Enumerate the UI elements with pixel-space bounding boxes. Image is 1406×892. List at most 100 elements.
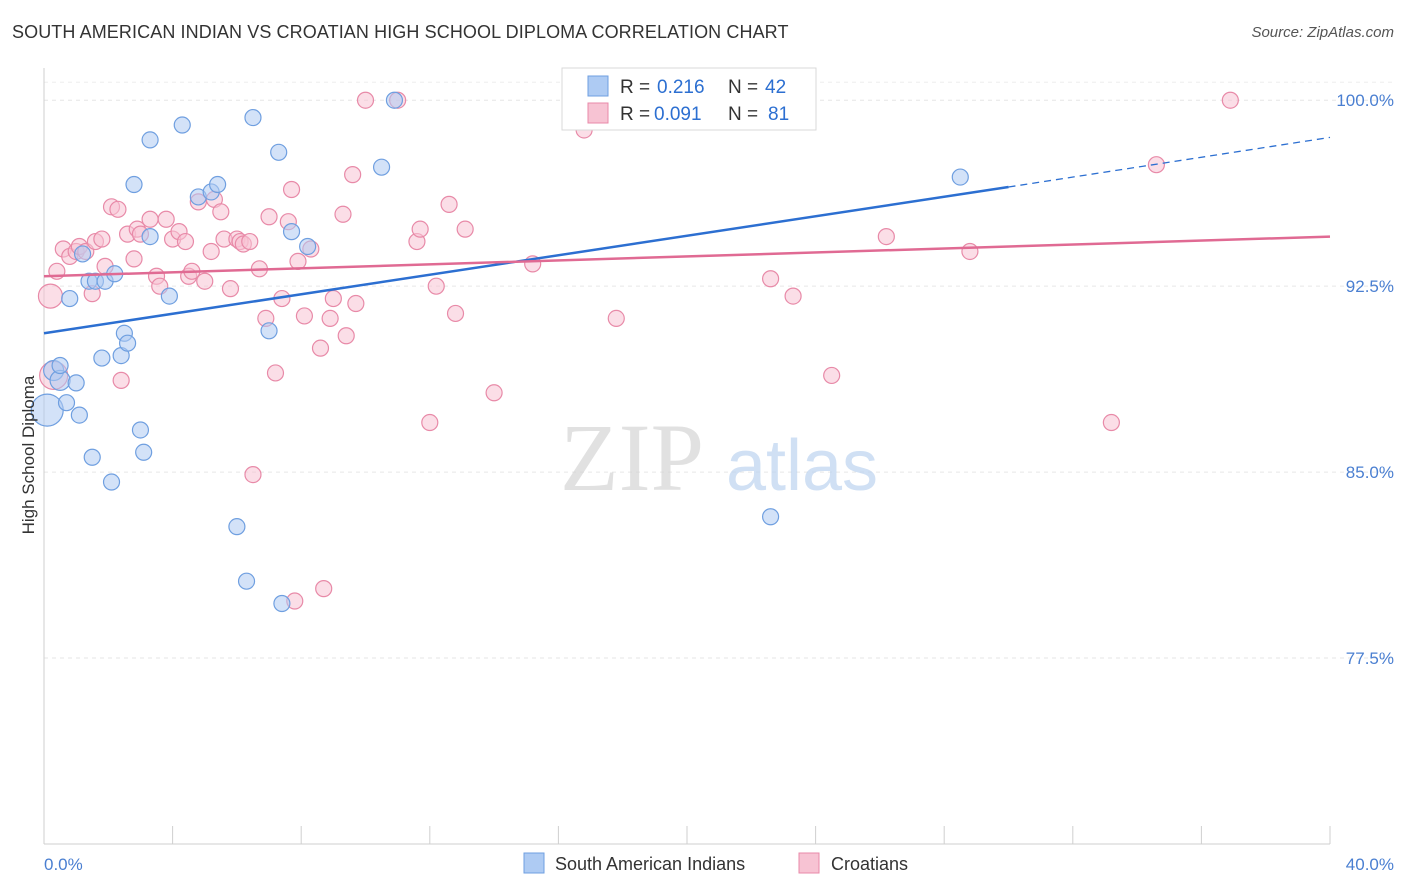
croatians-point-52 (321, 309, 339, 328)
south-american-indians-point-37 (385, 91, 404, 109)
south-american-indians-point-25 (173, 116, 191, 134)
south-american-indians-point-38 (372, 158, 391, 176)
trendline-south-american-indians-projection (1008, 136, 1331, 188)
croatians-point-64 (440, 195, 458, 213)
croatians-point-34 (221, 280, 240, 298)
croatians-point-39 (244, 465, 262, 484)
south-american-indians-point-34 (273, 594, 291, 613)
croatians-point-62 (421, 413, 439, 432)
croatians-point-54 (334, 205, 352, 223)
x-tick-label-min: 0.0% (44, 855, 83, 874)
stats-n-label-blue: N = (728, 77, 758, 98)
trendlines (43, 136, 1331, 335)
south-american-indians-point-20 (131, 421, 150, 439)
stats-legend-swatch-blue (587, 75, 609, 97)
croatians-point-42 (260, 208, 278, 226)
croatians-point-22 (157, 210, 175, 228)
croatians-point-13 (109, 200, 127, 218)
croatians-point-66 (456, 220, 474, 238)
croatians-point-0 (37, 283, 64, 309)
croatians-point-32 (212, 203, 230, 221)
croatians-point-63 (427, 277, 445, 295)
y-axis-title: High School Diploma (19, 375, 38, 534)
legend-label-south-american-indians: South American Indians (555, 854, 745, 874)
x-tick-label-max: 40.0% (1346, 855, 1394, 874)
croatians-point-58 (356, 91, 375, 109)
croatians-point-47 (289, 252, 307, 270)
stats-legend: R = 0.216 N = 42 R = 0.091 N = 81 (561, 67, 817, 131)
south-american-indians-point-32 (260, 322, 278, 340)
south-american-indians-point-41 (951, 168, 969, 186)
stats-n-label-pink: N = (728, 104, 758, 125)
croatians-point-51 (315, 580, 333, 598)
y-tick-label-1: 92.5% (1346, 277, 1394, 296)
series-legend: South American Indians Croatians (523, 852, 908, 874)
y-tick-labels: 100.0% 92.5% 85.0% 77.5% (1336, 91, 1394, 668)
croatians-point-76 (961, 242, 979, 261)
south-american-indians-point-22 (141, 131, 159, 149)
y-tick-label-3: 77.5% (1346, 649, 1394, 668)
croatians-point-14 (112, 371, 130, 389)
croatians-point-25 (176, 232, 195, 251)
south-american-indians-point-4 (57, 394, 76, 412)
south-american-indians-point-18 (118, 334, 137, 352)
croatians-point-56 (344, 166, 362, 184)
south-american-indians-point-14 (102, 473, 121, 491)
south-american-indians-point-10 (83, 448, 101, 466)
south-american-indians-point-29 (228, 518, 246, 536)
south-american-indians-point-31 (244, 108, 262, 127)
croatians-point-79 (1221, 91, 1239, 109)
south-american-indians-point-35 (282, 223, 301, 241)
croatians-point-70 (607, 309, 625, 328)
y-tick-label-2: 85.0% (1346, 463, 1394, 482)
south-american-indians-point-5 (61, 289, 79, 308)
croatians-point-53 (324, 289, 342, 308)
croatians-point-72 (761, 270, 780, 288)
chart-title: SOUTH AMERICAN INDIAN VS CROATIAN HIGH S… (12, 22, 789, 42)
croatians-point-46 (282, 180, 301, 199)
croatians-point-43 (266, 364, 285, 382)
croatians-point-61 (411, 220, 429, 238)
stats-r-label-blue: R = (620, 77, 650, 98)
croatians-points (37, 91, 1239, 610)
south-american-indians-point-23 (141, 227, 159, 246)
stats-r-label-pink: R = (620, 104, 650, 125)
south-american-indians-point-36 (299, 237, 317, 256)
stats-legend-swatch-pink (587, 102, 609, 124)
croatians-point-29 (196, 272, 214, 290)
south-american-indians-point-7 (70, 406, 88, 424)
croatians-point-30 (202, 242, 220, 261)
south-american-indians-point-30 (237, 572, 256, 590)
watermark-zip: ZIP (560, 404, 704, 511)
legend-swatch-south-american-indians (523, 852, 545, 874)
croatians-point-55 (337, 327, 355, 345)
croatians-point-67 (485, 384, 503, 402)
south-american-indians-point-6 (67, 374, 85, 392)
south-american-indians-points (30, 91, 969, 613)
y-tick-label-0: 100.0% (1336, 91, 1394, 110)
stats-n-value-pink: 81 (768, 104, 789, 125)
stats-n-value-blue: 42 (765, 77, 786, 98)
south-american-indians-point-3 (51, 356, 69, 375)
x-minor-ticks (43, 826, 1331, 844)
south-american-indians-point-19 (125, 175, 143, 194)
croatians-point-57 (347, 294, 365, 313)
croatians-point-10 (93, 230, 111, 248)
croatians-point-65 (446, 304, 465, 323)
south-american-indians-point-28 (209, 175, 227, 194)
croatians-point-77 (1102, 413, 1120, 432)
stats-r-value-pink: 0.091 (654, 104, 702, 125)
croatians-point-48 (295, 307, 314, 325)
croatians-point-38 (241, 232, 259, 251)
croatians-point-50 (311, 339, 330, 357)
watermark-atlas: atlas (726, 426, 878, 506)
trendline-croatians (43, 235, 1331, 278)
croatians-point-73 (784, 287, 802, 305)
legend-label-croatians: Croatians (831, 854, 908, 874)
croatians-point-74 (823, 366, 841, 385)
croatians-point-19 (141, 210, 159, 228)
croatians-point-16 (125, 250, 143, 268)
gridlines (44, 81, 1394, 659)
south-american-indians-point-24 (160, 287, 178, 305)
